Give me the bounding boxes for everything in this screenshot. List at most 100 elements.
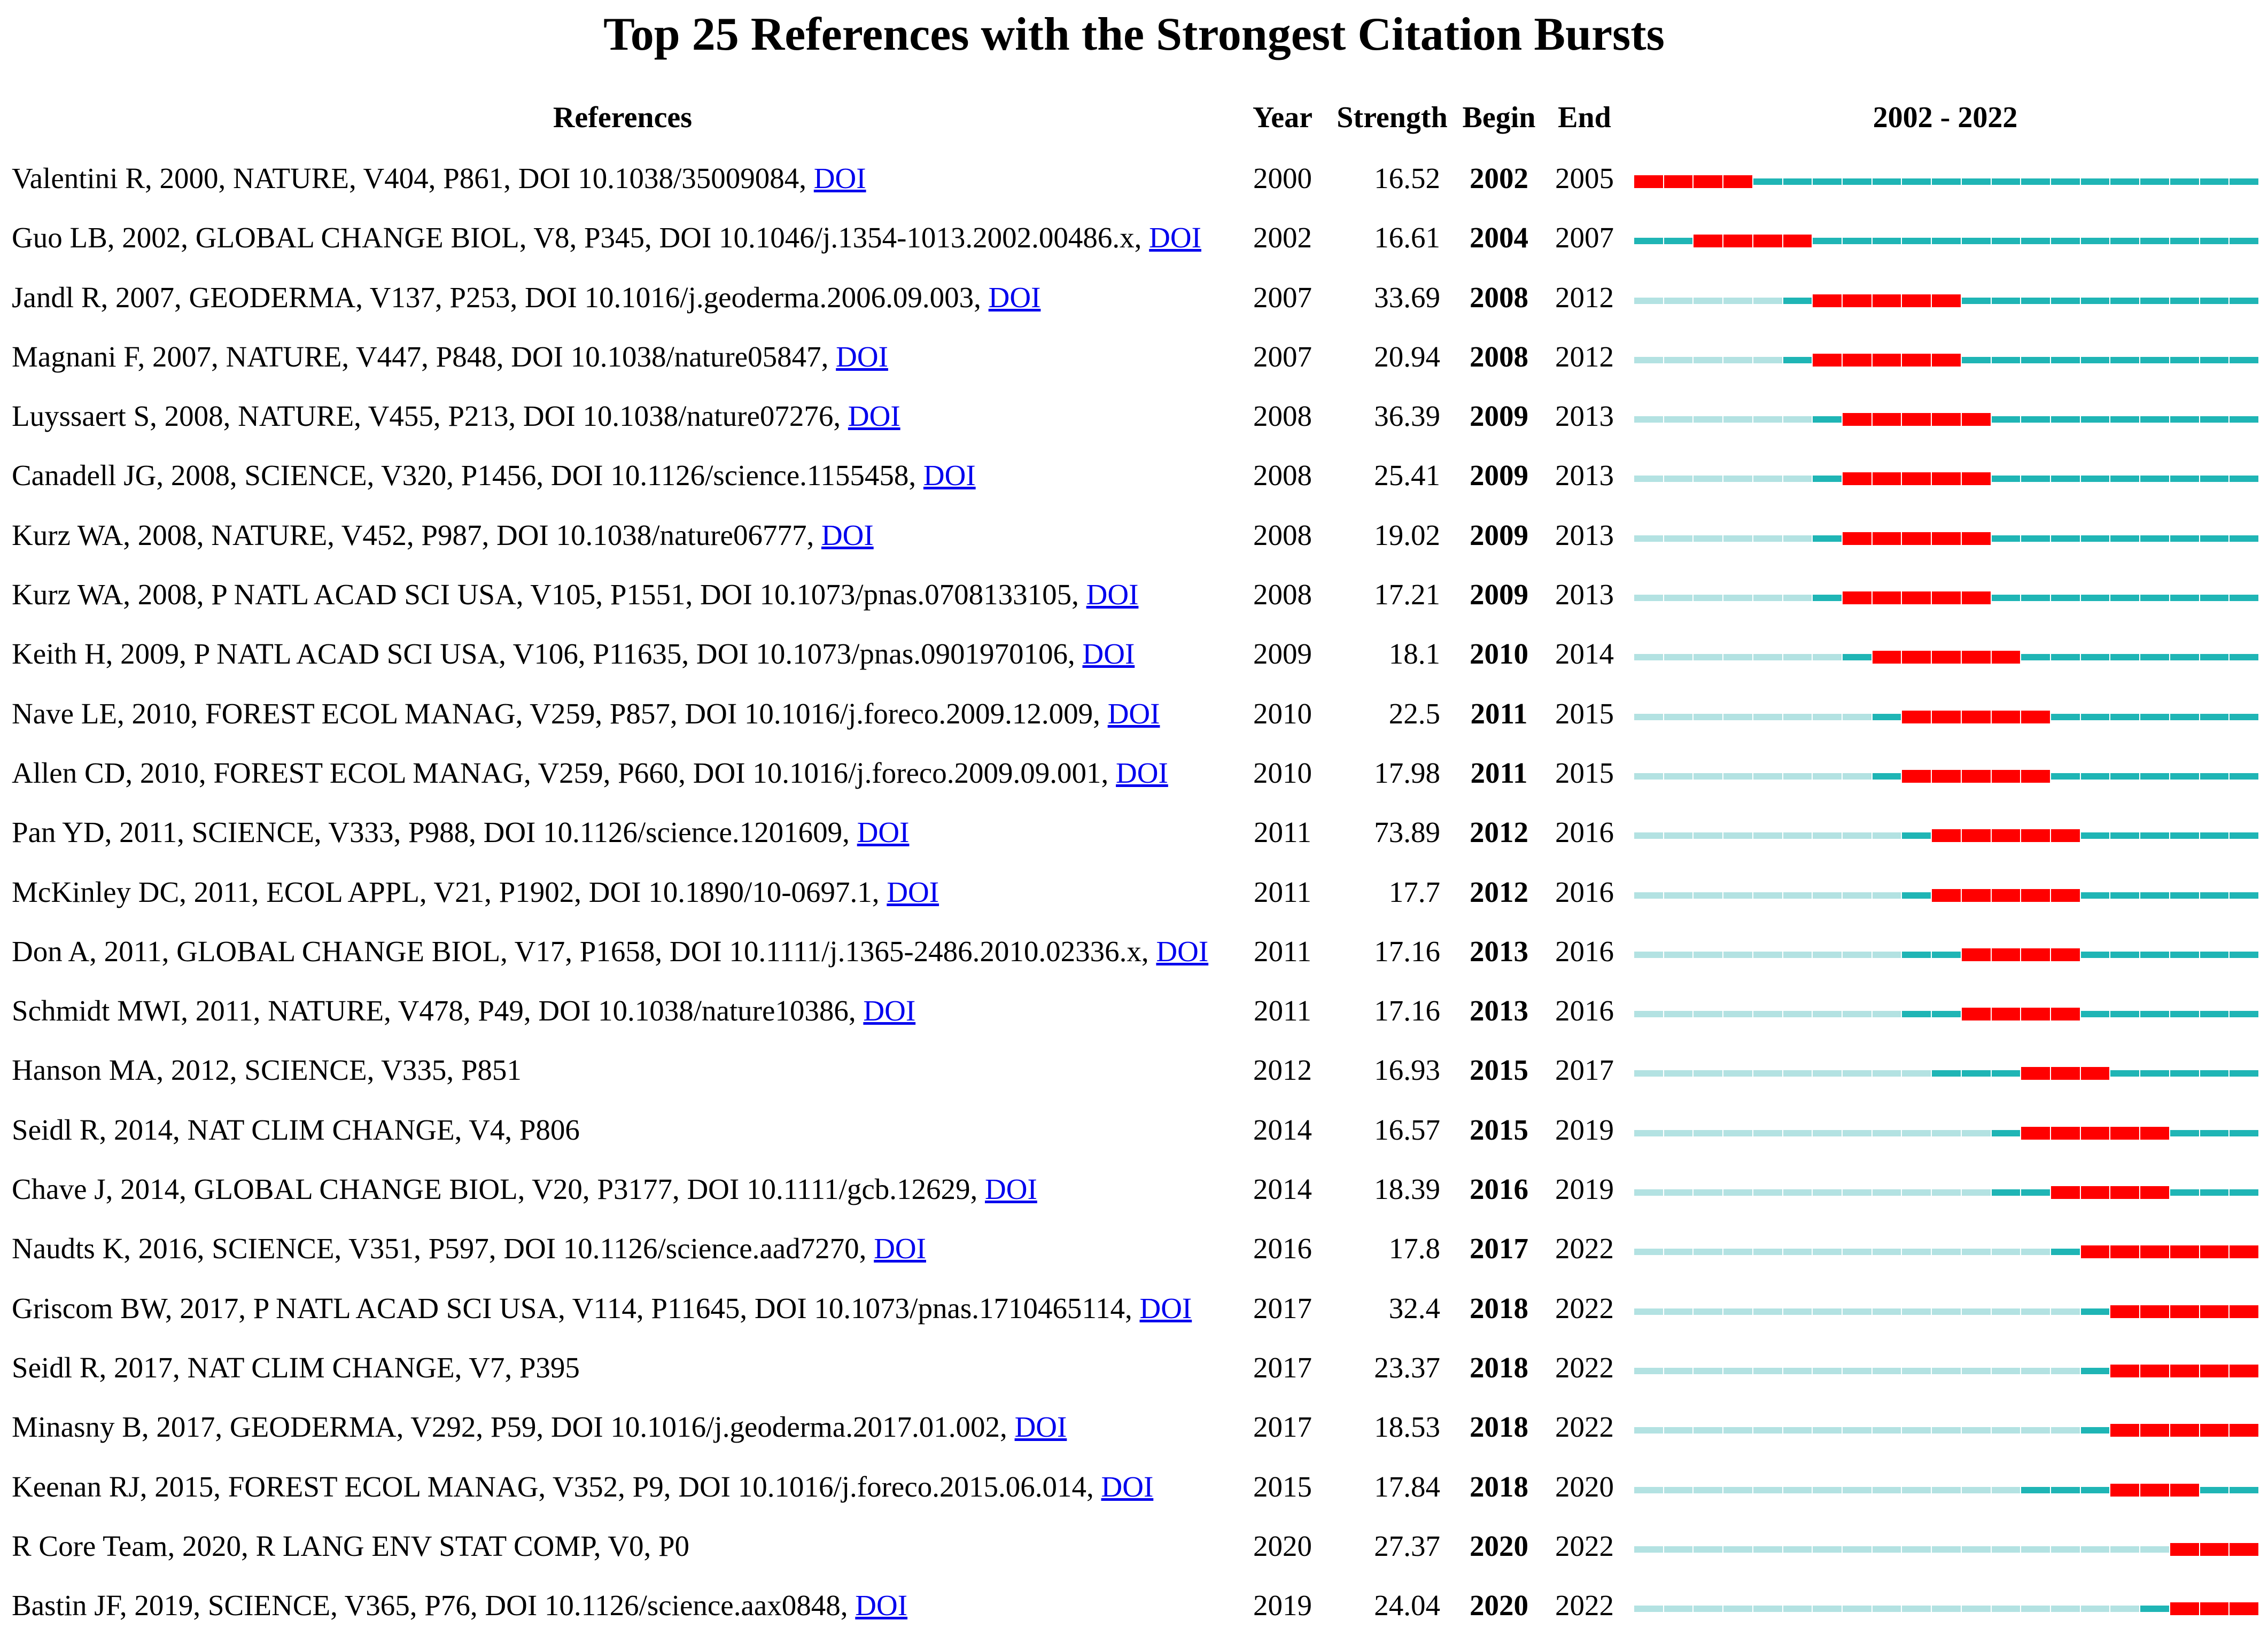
burst-segment — [1902, 1606, 1931, 1612]
begin-cell: 2011 — [1470, 697, 1528, 730]
doi-link[interactable]: DOI — [1082, 637, 1135, 671]
burst-segment — [2140, 1305, 2169, 1318]
burst-segment — [1783, 416, 1812, 423]
doi-link[interactable]: DOI — [1156, 934, 1209, 968]
burst-segment — [1783, 1011, 1812, 1018]
reference-text: R Core Team, 2020, R LANG ENV STAT COMP,… — [12, 1516, 1241, 1576]
doi-link[interactable]: DOI — [923, 459, 976, 492]
strength-cell: 32.4 — [1388, 1291, 1440, 1325]
doi-link[interactable]: DOI — [857, 816, 910, 849]
burst-segment — [1634, 713, 1663, 720]
reference-citation: Jandl R, 2007, GEODERMA, V137, P253, DOI… — [12, 281, 989, 314]
burst-segment — [1991, 1308, 2021, 1315]
burst-segment — [1872, 413, 1901, 426]
burst-segment — [2170, 832, 2199, 839]
burst-segment — [2230, 1542, 2258, 1556]
begin-cell: 2020 — [1470, 1529, 1528, 1562]
burst-segment — [1813, 1070, 1842, 1077]
burst-segment — [2140, 713, 2169, 720]
burst-segment — [2080, 238, 2110, 245]
burst-segment — [1694, 773, 1723, 780]
doi-link[interactable]: DOI — [1149, 221, 1201, 254]
burst-segment — [2080, 1308, 2110, 1315]
reference-citation: Allen CD, 2010, FOREST ECOL MANAG, V259,… — [12, 756, 1116, 789]
strength-cell: 36.39 — [1374, 400, 1440, 433]
table-row: Nave LE, 2010, FOREST ECOL MANAG, V259, … — [0, 684, 2268, 743]
reference-text: Nave LE, 2010, FOREST ECOL MANAG, V259, … — [12, 684, 1241, 743]
burst-segment — [2140, 356, 2169, 363]
burst-segment — [1843, 178, 1871, 185]
burst-timeline — [1634, 1397, 2259, 1456]
year-cell: 2008 — [1253, 578, 1312, 611]
burst-segment — [1723, 416, 1752, 423]
table-row: Canadell JG, 2008, SCIENCE, V320, P1456,… — [0, 446, 2268, 505]
doi-link[interactable]: DOI — [1139, 1291, 1192, 1325]
burst-segment — [1753, 535, 1782, 542]
burst-segment — [1961, 829, 1991, 843]
burst-segment — [1634, 773, 1663, 780]
burst-segment — [1813, 1427, 1842, 1434]
reference-text: Minasny B, 2017, GEODERMA, V292, P59, DO… — [12, 1397, 1241, 1456]
burst-segment — [2021, 1546, 2050, 1553]
burst-segment — [2080, 1546, 2110, 1553]
doi-link[interactable]: DOI — [874, 1232, 926, 1265]
burst-segment — [2080, 1186, 2110, 1199]
table-row: Jandl R, 2007, GEODERMA, V137, P253, DOI… — [0, 268, 2268, 327]
doi-link[interactable]: DOI — [1086, 578, 1139, 611]
doi-link[interactable]: DOI — [813, 162, 866, 194]
end-cell: 2019 — [1555, 1173, 1614, 1206]
burst-segment — [1991, 948, 2021, 961]
burst-segment — [1872, 238, 1901, 245]
doi-link[interactable]: DOI — [863, 994, 916, 1027]
burst-segment — [2080, 1606, 2110, 1612]
doi-link[interactable]: DOI — [985, 1173, 1037, 1206]
doi-link[interactable]: DOI — [1101, 1470, 1154, 1503]
burst-segment — [2080, 297, 2110, 304]
burst-segment — [2140, 1245, 2169, 1259]
burst-segment — [2200, 595, 2229, 602]
doi-link[interactable]: DOI — [1116, 756, 1168, 789]
burst-segment — [1843, 238, 1871, 245]
burst-segment — [2200, 773, 2229, 780]
burst-segment — [1872, 1367, 1901, 1374]
burst-segment — [1783, 1367, 1812, 1374]
burst-segment — [2200, 713, 2229, 720]
doi-link[interactable]: DOI — [1107, 697, 1160, 730]
table-row: Kurz WA, 2008, P NATL ACAD SCI USA, V105… — [0, 565, 2268, 624]
reference-text: Don A, 2011, GLOBAL CHANGE BIOL, V17, P1… — [12, 922, 1241, 981]
burst-segment — [1664, 1427, 1693, 1434]
burst-segment — [1961, 1367, 1991, 1374]
burst-segment — [2051, 1126, 2080, 1140]
burst-segment — [2110, 713, 2140, 720]
burst-segment — [2230, 238, 2258, 245]
end-cell: 2015 — [1555, 697, 1614, 730]
doi-link[interactable]: DOI — [821, 518, 874, 551]
burst-segment — [1694, 1129, 1723, 1136]
burst-segment — [1783, 1427, 1812, 1434]
doi-link[interactable]: DOI — [887, 875, 939, 908]
doi-link[interactable]: DOI — [1014, 1411, 1067, 1444]
burst-segment — [1872, 294, 1901, 307]
doi-link[interactable]: DOI — [848, 400, 900, 433]
burst-segment — [2080, 1011, 2110, 1018]
begin-cell: 2009 — [1470, 578, 1528, 611]
reference-text: Seidl R, 2014, NAT CLIM CHANGE, V4, P806 — [12, 1100, 1241, 1159]
doi-link[interactable]: DOI — [855, 1589, 908, 1622]
end-cell: 2019 — [1555, 1113, 1614, 1146]
doi-link[interactable]: DOI — [988, 281, 1041, 314]
year-cell: 2017 — [1253, 1291, 1312, 1325]
burst-segment — [1634, 1011, 1663, 1018]
burst-segment — [1753, 654, 1782, 661]
burst-segment — [2080, 178, 2110, 185]
table-row: Pan YD, 2011, SCIENCE, V333, P988, DOI 1… — [0, 803, 2268, 862]
burst-segment — [1694, 892, 1723, 899]
burst-segment — [1783, 773, 1812, 780]
begin-cell: 2008 — [1470, 281, 1528, 314]
burst-segment — [2140, 416, 2169, 423]
burst-segment — [2080, 356, 2110, 363]
burst-timeline — [1634, 149, 2259, 208]
burst-segment — [2200, 416, 2229, 423]
burst-segment — [1753, 1427, 1782, 1434]
burst-segment — [1694, 1011, 1723, 1018]
doi-link[interactable]: DOI — [836, 340, 888, 373]
